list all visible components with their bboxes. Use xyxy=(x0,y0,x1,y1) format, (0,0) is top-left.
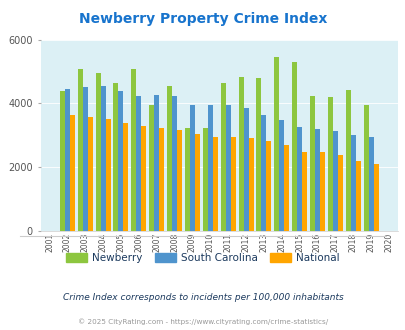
Bar xyxy=(243,108,248,231)
Bar xyxy=(292,62,296,231)
Bar xyxy=(159,128,164,231)
Bar xyxy=(70,115,75,231)
Bar xyxy=(274,56,279,231)
Bar xyxy=(118,91,123,231)
Bar xyxy=(207,105,212,231)
Bar xyxy=(309,96,314,231)
Bar xyxy=(220,83,225,231)
Bar xyxy=(368,137,373,231)
Bar xyxy=(194,134,199,231)
Bar xyxy=(78,69,83,231)
Bar xyxy=(373,164,377,231)
Bar xyxy=(123,123,128,231)
Bar xyxy=(60,91,65,231)
Bar xyxy=(301,151,306,231)
Bar xyxy=(319,151,324,231)
Bar xyxy=(345,90,350,231)
Bar xyxy=(314,129,319,231)
Bar xyxy=(177,130,181,231)
Bar xyxy=(100,86,105,231)
Bar xyxy=(212,137,217,231)
Bar xyxy=(337,155,342,231)
Bar xyxy=(284,145,288,231)
Bar xyxy=(238,77,243,231)
Bar xyxy=(225,105,230,231)
Bar xyxy=(65,89,70,231)
Bar xyxy=(185,128,190,231)
Bar xyxy=(154,95,159,231)
Bar xyxy=(190,105,194,231)
Bar xyxy=(96,73,100,231)
Bar xyxy=(172,96,177,231)
Bar xyxy=(332,130,337,231)
Bar xyxy=(230,137,235,231)
Bar xyxy=(202,128,207,231)
Text: Crime Index corresponds to incidents per 100,000 inhabitants: Crime Index corresponds to incidents per… xyxy=(62,292,343,302)
Bar xyxy=(327,97,332,231)
Bar xyxy=(279,120,284,231)
Bar xyxy=(248,139,253,231)
Bar xyxy=(83,87,87,231)
Bar xyxy=(149,105,154,231)
Bar xyxy=(266,141,271,231)
Bar xyxy=(141,126,146,231)
Text: © 2025 CityRating.com - https://www.cityrating.com/crime-statistics/: © 2025 CityRating.com - https://www.city… xyxy=(78,318,327,325)
Bar xyxy=(261,115,266,231)
Legend: Newberry, South Carolina, National: Newberry, South Carolina, National xyxy=(62,248,343,267)
Bar xyxy=(167,86,172,231)
Bar xyxy=(355,161,360,231)
Bar xyxy=(87,117,92,231)
Bar xyxy=(131,69,136,231)
Bar xyxy=(350,135,355,231)
Bar xyxy=(256,78,261,231)
Bar xyxy=(105,119,110,231)
Bar xyxy=(296,127,301,231)
Text: Newberry Property Crime Index: Newberry Property Crime Index xyxy=(79,12,326,25)
Bar xyxy=(113,83,118,231)
Bar xyxy=(363,105,368,231)
Bar xyxy=(136,96,141,231)
